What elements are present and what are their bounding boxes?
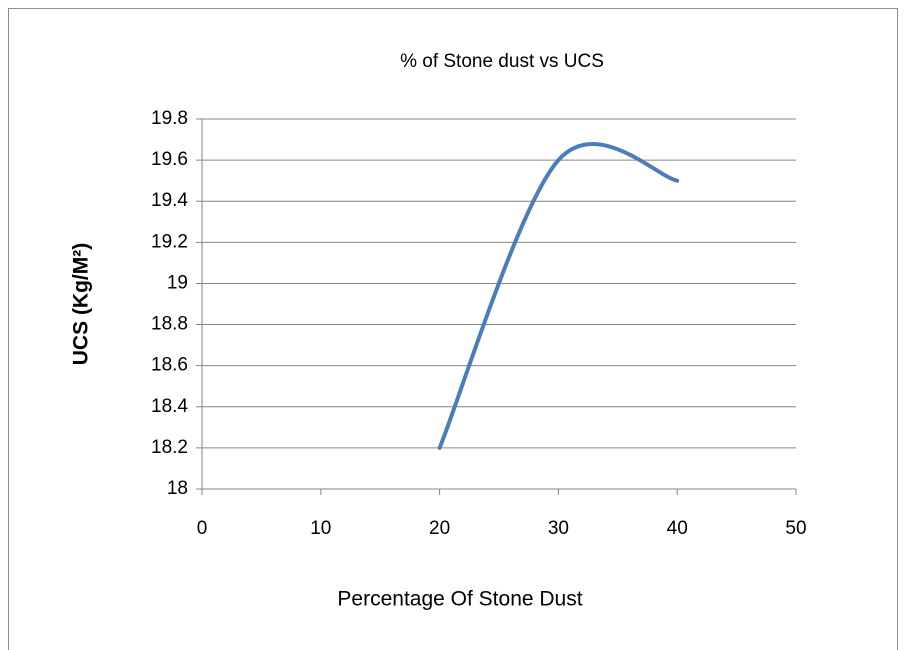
y-tick-label: 18.2: [151, 437, 188, 458]
y-axis-label: UCS (Kg/M²): [70, 243, 93, 365]
y-tick-label: 18: [167, 478, 188, 499]
x-tick-label: 20: [429, 518, 450, 539]
x-tick-label: 0: [197, 518, 208, 539]
y-tick-label: 19.4: [151, 190, 188, 211]
x-axis-label: Percentage Of Stone Dust: [337, 588, 582, 611]
data-line: [437, 142, 680, 450]
x-tick-label: 30: [548, 518, 569, 539]
y-tick-label: 19.6: [151, 149, 188, 170]
y-tick-label: 19.8: [151, 108, 188, 129]
chart-title: % of Stone dust vs UCS: [400, 51, 604, 72]
y-tick-label: 18.6: [151, 355, 188, 376]
x-tick-label: 40: [667, 518, 688, 539]
x-tick-label: 10: [310, 518, 331, 539]
y-tick-label: 18.4: [151, 396, 188, 417]
y-tick-label: 19.2: [151, 231, 188, 252]
y-tick-label: 18.8: [151, 314, 188, 335]
chart-border: [8, 8, 898, 650]
y-tick-label: 19: [167, 272, 188, 293]
x-tick-label: 50: [785, 518, 806, 539]
